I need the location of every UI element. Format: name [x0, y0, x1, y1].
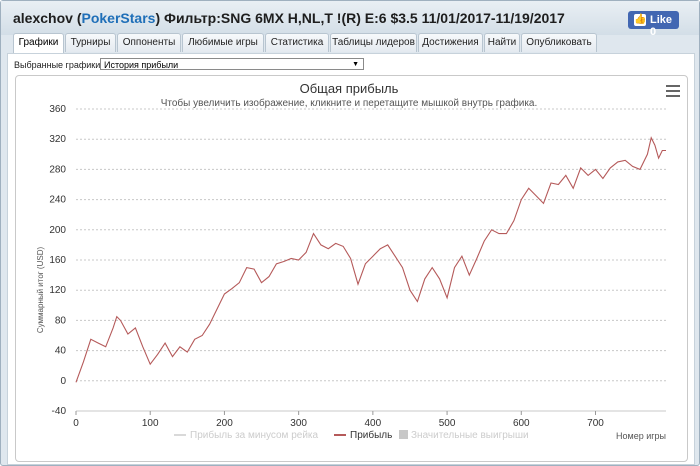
tab-publish[interactable]: Опубликовать	[521, 33, 597, 52]
paren-open: (	[76, 10, 82, 26]
tab-find[interactable]: Найти	[484, 33, 520, 52]
y-tick-label: 40	[55, 346, 67, 357]
chart-menu-icon[interactable]	[666, 85, 680, 97]
y-tick-label: 360	[49, 104, 66, 115]
paren-close: )	[155, 10, 161, 26]
graphs-panel: Выбранные графики: История прибыли ▼ Общ…	[7, 53, 695, 465]
y-tick-label: 0	[60, 376, 66, 387]
legend-label-profit: Прибыль	[350, 429, 392, 441]
x-axis-label: Номер игры	[616, 431, 666, 441]
x-axis-ticks: 0 100 200 300 400 500 600 700	[73, 411, 604, 429]
y-tick-label: -40	[52, 406, 67, 417]
y-tick-label: 240	[49, 195, 66, 206]
y-tick-label: 120	[49, 285, 66, 296]
x-tick-label: 300	[290, 418, 307, 429]
chart-grid	[76, 108, 666, 412]
graph-selector-value: История прибыли	[104, 60, 179, 70]
y-axis-label: Суммарный итог (USD)	[36, 247, 45, 334]
like-label: Like 0	[650, 14, 673, 38]
x-tick-label: 200	[216, 418, 233, 429]
profit-chart[interactable]: Общая прибыль Чтобы увеличить изображени…	[15, 75, 688, 462]
chart-svg: Общая прибыль Чтобы увеличить изображени…	[36, 81, 666, 441]
series-line-profit[interactable]	[75, 136, 666, 383]
y-tick-label: 80	[55, 315, 67, 326]
legend-label-profit-no-rake: Прибыль за минусом рейка	[190, 429, 319, 441]
legend-item-profit-no-rake[interactable]: Прибыль за минусом рейка	[174, 429, 319, 441]
y-tick-label: 200	[49, 225, 66, 236]
window-title: alexchov (PokerStars) Фильтр:SNG 6MX H,N…	[13, 10, 565, 26]
thumbs-up-icon: 👍	[634, 14, 647, 26]
tab-statistics[interactable]: Статистика	[265, 33, 329, 52]
y-tick-label: 160	[49, 255, 66, 266]
x-tick-label: 100	[142, 418, 159, 429]
site-name[interactable]: PokerStars	[81, 10, 156, 26]
facebook-like-button[interactable]: 👍 Like 0	[628, 11, 679, 38]
chart-legend: Прибыль за минусом рейка Прибыль Значите…	[174, 429, 529, 441]
graph-selector[interactable]: История прибыли ▼	[100, 58, 364, 70]
legend-swatch-big-wins	[399, 430, 408, 439]
legend-item-big-wins[interactable]: Значительные выигрыши	[399, 430, 529, 441]
graph-selector-label: Выбранные графики:	[14, 60, 103, 70]
player-name: alexchov	[13, 10, 73, 26]
title-bar: alexchov (PokerStars) Фильтр:SNG 6MX H,N…	[1, 1, 699, 38]
x-tick-label: 700	[587, 418, 604, 429]
tab-favorite-games[interactable]: Любимые игры	[182, 33, 264, 52]
x-tick-label: 600	[513, 418, 530, 429]
chart-title: Общая прибыль	[300, 81, 399, 96]
x-tick-label: 500	[439, 418, 456, 429]
tab-achievements[interactable]: Достижения	[418, 33, 483, 52]
y-tick-label: 320	[49, 134, 66, 145]
y-tick-label: 280	[49, 164, 66, 175]
tab-tournaments[interactable]: Турниры	[65, 33, 116, 52]
tab-opponents[interactable]: Оппоненты	[117, 33, 181, 52]
legend-item-profit[interactable]: Прибыль	[334, 429, 392, 441]
tab-graphs[interactable]: Графики	[13, 33, 64, 54]
filter-text: Фильтр:SNG 6MX H,NL,T !(R) E:6 $3.5 11/0…	[164, 10, 565, 26]
dropdown-arrow-icon: ▼	[352, 61, 359, 68]
legend-label-big-wins: Значительные выигрыши	[411, 430, 529, 441]
tab-leaderboards[interactable]: Таблицы лидеров	[330, 33, 417, 52]
x-tick-label: 0	[73, 418, 79, 429]
x-tick-label: 400	[365, 418, 382, 429]
y-axis-ticks: -40 0 40 80 120 160 200 240 280 320 360	[49, 104, 66, 417]
chart-subtitle: Чтобы увеличить изображение, кликните и …	[161, 97, 538, 109]
